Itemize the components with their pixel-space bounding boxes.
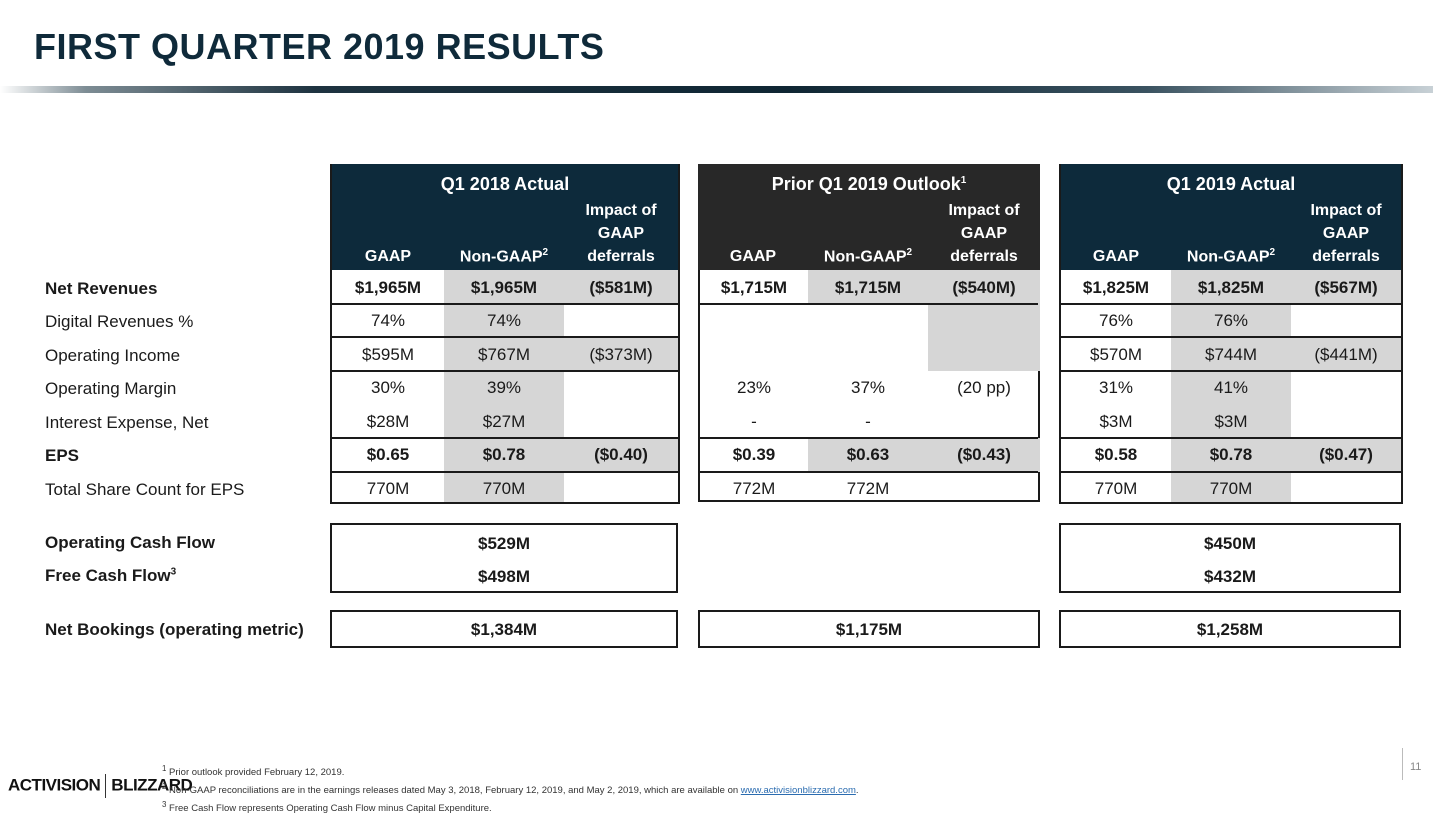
activision-blizzard-logo: ACTIVISION BLIZZARD: [8, 774, 193, 798]
q1-2019-net-bookings: $1,258M: [1196, 620, 1264, 639]
title-rule: [0, 86, 1433, 93]
cell: ($373M): [589, 345, 653, 364]
cell: 39%: [486, 378, 522, 397]
cell: 30%: [370, 378, 406, 397]
cell: $570M: [1090, 345, 1142, 364]
cell: $0.78: [1209, 445, 1253, 464]
cell: 770M: [1094, 479, 1138, 498]
cell: $1,715M: [834, 278, 902, 297]
cell: 772M: [732, 479, 776, 498]
cell: 74%: [370, 311, 406, 330]
cell: 41%: [1213, 378, 1249, 397]
cell: 23%: [736, 378, 772, 397]
col-gaap: GAAP: [729, 248, 777, 265]
cell: ($0.47): [1319, 445, 1373, 464]
cell: ($581M): [589, 278, 653, 297]
cell: $3M: [1099, 412, 1133, 431]
cell: ($540M): [952, 278, 1016, 297]
row-label-operating-cash-flow: Operating Cash Flow: [45, 533, 216, 552]
row-label-share-count: Total Share Count for EPS: [45, 480, 245, 499]
cell: $27M: [482, 412, 526, 431]
cell: $0.63: [846, 445, 890, 464]
q1-2018-cash-flow-box: $529M $498M: [330, 523, 678, 593]
col-non-gaap: Non-GAAP2: [459, 246, 549, 265]
cell: $1,965M: [470, 278, 538, 297]
cell: $744M: [1205, 345, 1257, 364]
cell: 31%: [1098, 378, 1134, 397]
cell: $0.39: [732, 445, 776, 464]
cell: 770M: [366, 479, 410, 498]
cell: 772M: [846, 479, 890, 498]
col-impact: Impact of GAAP deferrals: [948, 202, 1020, 265]
cell: (20 pp): [957, 378, 1011, 397]
q1-2019-block: Q1 2019 Actual GAAP Non-GAAP2 Impact of G…: [1059, 164, 1403, 504]
outlook-block: Prior Q1 2019 Outlook1 GAAP Non-GAAP2 Im…: [698, 164, 1040, 502]
cell: ($0.43): [957, 445, 1011, 464]
outlook-net-bookings: $1,175M: [835, 620, 903, 639]
outlook-net-bookings-box: $1,175M: [698, 610, 1040, 648]
row-label-operating-margin: Operating Margin: [45, 379, 177, 398]
col-non-gaap: Non-GAAP2: [823, 246, 913, 265]
col-non-gaap: Non-GAAP2: [1186, 246, 1276, 265]
cell: 770M: [482, 479, 526, 498]
footnote-3: 3 Free Cash Flow represents Operating Ca…: [162, 800, 492, 815]
cell: $0.65: [366, 445, 410, 464]
q1-2018-header: Q1 2018 Actual GAAP Non-GAAP2 Impact of G…: [332, 164, 678, 270]
non-gaap-shade: [444, 270, 564, 502]
cell: $28M: [366, 412, 410, 431]
row-label-operating-income: Operating Income: [45, 346, 181, 365]
cell: -: [865, 412, 871, 431]
website-link[interactable]: www.activisionblizzard.com: [740, 785, 856, 797]
outlook-title: Prior Q1 2019 Outlook1: [771, 174, 967, 194]
cell: $3M: [1214, 412, 1248, 431]
cell: ($0.40): [594, 445, 648, 464]
q1-2019-operating-cash-flow: $450M: [1204, 534, 1256, 553]
q1-2019-cash-flow-box: $450M $432M: [1059, 523, 1401, 593]
cell: $767M: [478, 345, 530, 364]
row-label-interest-expense: Interest Expense, Net: [45, 413, 209, 432]
cell: ($567M): [1314, 278, 1378, 297]
cell: $1,965M: [354, 278, 422, 297]
cell: 76%: [1098, 311, 1134, 330]
cell: $0.78: [482, 445, 526, 464]
cell: $1,715M: [720, 278, 788, 297]
footnotes: 1 Prior outlook provided February 12, 20…: [162, 762, 859, 816]
row-label-eps: EPS: [45, 446, 80, 465]
cell: 770M: [1209, 479, 1253, 498]
q1-2018-net-bookings: $1,384M: [470, 620, 538, 639]
row-label-digital-revenues: Digital Revenues %: [45, 312, 194, 331]
cell: $595M: [362, 345, 414, 364]
cell: -: [751, 412, 757, 431]
cell: $0.58: [1094, 445, 1138, 464]
cell: 76%: [1213, 311, 1249, 330]
row-label-free-cash-flow: Free Cash Flow3: [45, 566, 177, 585]
cell: $1,825M: [1082, 278, 1150, 297]
q1-2018-block: Q1 2018 Actual GAAP Non-GAAP2 Impact of G…: [330, 164, 680, 504]
footnote-1: 1 Prior outlook provided February 12, 20…: [162, 764, 345, 779]
page-number-divider: [1402, 748, 1403, 780]
cell: 37%: [850, 378, 886, 397]
q1-2019-free-cash-flow: $432M: [1204, 567, 1256, 586]
q1-2018-free-cash-flow: $498M: [478, 567, 530, 586]
page-title: FIRST QUARTER 2019 RESULTS: [34, 26, 605, 67]
footnote-2: 2 Non-GAAP reconciliations are in the ea…: [162, 782, 859, 797]
row-label-net-revenues: Net Revenues: [45, 279, 158, 298]
q1-2019-header: Q1 2019 Actual GAAP Non-GAAP2 Impact of G…: [1061, 164, 1401, 270]
cell: $1,825M: [1197, 278, 1265, 297]
q1-2018-operating-cash-flow: $529M: [478, 534, 530, 553]
page-number: 11: [1410, 761, 1422, 773]
row-label-net-bookings: Net Bookings (operating metric): [45, 620, 304, 639]
col-impact: Impact of GAAP deferrals: [1310, 202, 1382, 265]
q1-2019-title: Q1 2019 Actual: [1166, 174, 1296, 194]
cell: 74%: [486, 311, 522, 330]
cell: ($441M): [1314, 345, 1378, 364]
non-gaap-shade: [1171, 270, 1291, 502]
col-impact: Impact of GAAP deferrals: [585, 202, 657, 265]
q1-2018-net-bookings-box: $1,384M: [330, 610, 678, 648]
col-gaap: GAAP: [1092, 248, 1140, 265]
q1-2019-net-bookings-box: $1,258M: [1059, 610, 1401, 648]
outlook-header: Prior Q1 2019 Outlook1 GAAP Non-GAAP2 Im…: [698, 164, 1040, 270]
q1-2018-title: Q1 2018 Actual: [440, 174, 570, 194]
col-gaap: GAAP: [364, 248, 412, 265]
